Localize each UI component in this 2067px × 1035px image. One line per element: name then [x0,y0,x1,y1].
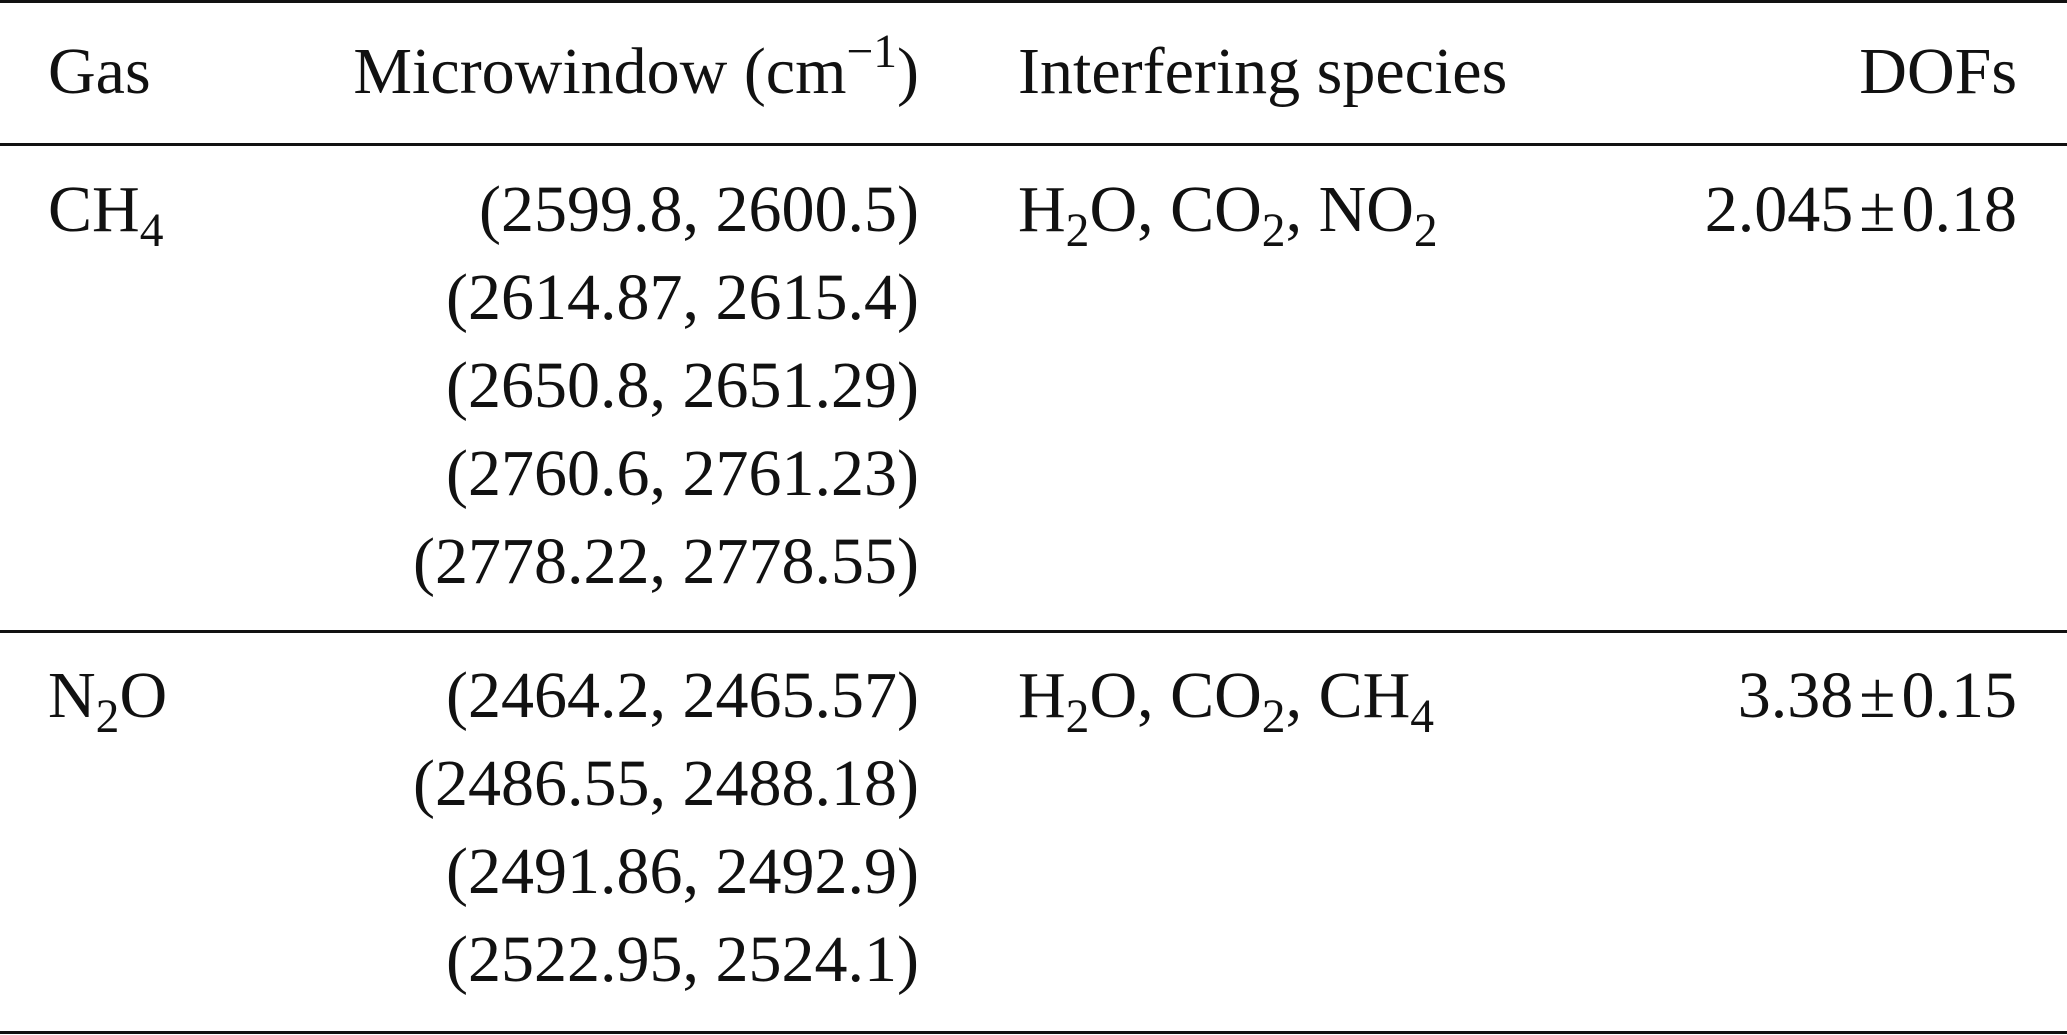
gas-cell: CH4 [48,166,164,258]
species-subscript: 2 [1261,205,1286,258]
microwindow-item: (2599.8, 2600.5) [479,173,919,246]
row-separator-rule [0,630,2067,633]
gas-subscript: 2 [95,691,120,744]
table-bottom-rule [0,1031,2067,1034]
microwindow-item: (2491.86, 2492.9) [446,835,919,908]
species-tail: , [1285,659,1319,732]
header-gas: Gas [48,35,151,108]
dofs-error: 0.18 [1901,173,2018,246]
microwindow-item: (2486.55, 2488.18) [413,747,919,820]
header-microwindow-text: Microwindow (cm [353,35,847,108]
microwindow-item: (2760.6, 2761.23) [446,437,919,510]
header-microwindow-exponent: −1 [846,25,898,78]
gas-subscript: 4 [139,205,164,258]
species-subscript: 2 [1065,691,1090,744]
gas-tail: O [119,659,168,732]
species-base: CH [1318,659,1411,732]
species-tail: O, [1089,659,1171,732]
plus-minus-sign: ± [1859,659,1896,732]
species-tail: O, [1089,173,1171,246]
microwindow-item: (2778.22, 2778.55) [413,525,919,598]
microwindow-list: (2599.8, 2600.5) (2614.87, 2615.4) (2650… [413,166,919,606]
species-tail: , [1285,173,1319,246]
gas-base: CH [48,173,140,246]
dofs-cell: 3.38±0.15 [1738,652,2017,740]
table-top-rule [0,0,2067,3]
species-subscript: 2 [1413,205,1438,258]
dofs-cell: 2.045±0.18 [1705,166,2017,254]
dofs-error: 0.15 [1901,659,2018,732]
header-microwindow: Microwindow (cm−1) [353,28,919,116]
species-subscript: 4 [1410,691,1435,744]
species-base: CO [1170,173,1262,246]
species-base: H [1018,659,1066,732]
microwindow-list: (2464.2, 2465.57) (2486.55, 2488.18) (24… [413,652,919,1004]
microwindow-item: (2614.87, 2615.4) [446,261,919,334]
header-microwindow-close: ) [897,35,919,108]
species-subscript: 2 [1065,205,1090,258]
interfering-species-cell: H2O, CO2, NO2 [1018,166,1438,258]
species-base: H [1018,173,1066,246]
species-subscript: 2 [1261,691,1286,744]
interfering-species-cell: H2O, CO2, CH4 [1018,652,1435,744]
microwindow-item: (2464.2, 2465.57) [446,659,919,732]
header-dofs: DOFs [1859,35,2017,108]
gas-base: N [48,659,96,732]
microwindow-item: (2522.95, 2524.1) [446,923,919,996]
species-base: NO [1318,173,1414,246]
dofs-value: 3.38 [1737,659,1854,732]
plus-minus-sign: ± [1859,173,1896,246]
gas-cell: N2O [48,652,168,744]
header-interfering-species: Interfering species [1018,35,1508,108]
species-base: CO [1170,659,1262,732]
header-rule [0,143,2067,146]
dofs-value: 2.045 [1704,173,1854,246]
microwindow-item: (2650.8, 2651.29) [446,349,919,422]
